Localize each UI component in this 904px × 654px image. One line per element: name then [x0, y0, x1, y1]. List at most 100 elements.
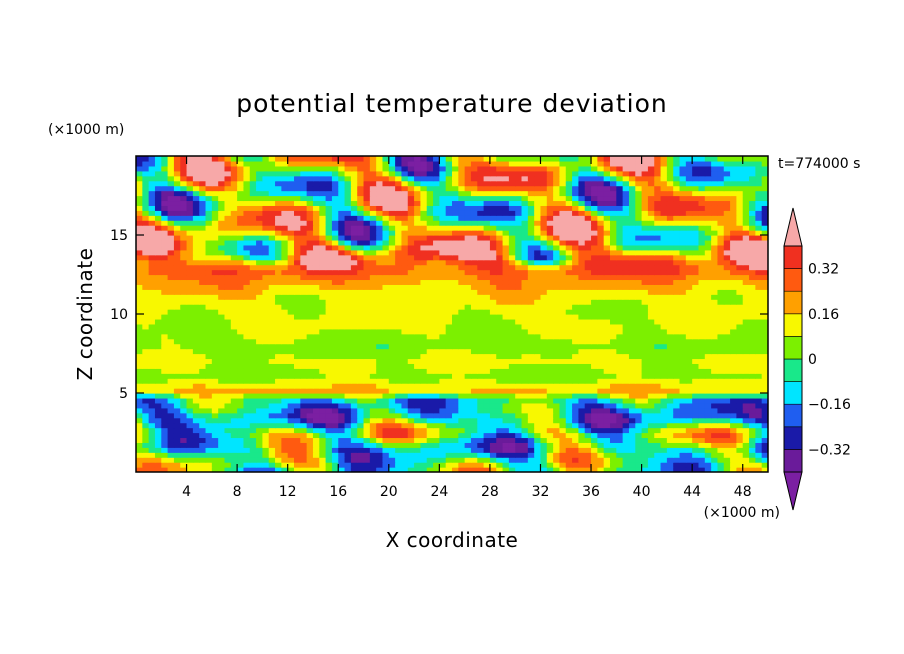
heatmap-cell — [338, 393, 346, 399]
heatmap-cell — [312, 378, 320, 384]
heatmap-cell — [610, 422, 617, 429]
heatmap-cell — [199, 417, 207, 424]
heatmap-cell — [521, 402, 529, 409]
heatmap-cell — [502, 412, 510, 419]
heatmap-cell — [256, 452, 263, 458]
heatmap-cell — [180, 363, 188, 369]
heatmap-cell — [711, 254, 719, 261]
heatmap-cell — [376, 427, 384, 434]
heatmap-cell — [426, 437, 434, 443]
heatmap-cell — [211, 412, 219, 419]
heatmap-cell — [502, 368, 510, 374]
heatmap-cell — [281, 447, 289, 453]
heatmap-cell — [572, 462, 579, 468]
heatmap-cell — [414, 230, 421, 236]
heatmap-cell — [546, 343, 554, 350]
heatmap-cell — [306, 304, 314, 310]
heatmap-cell — [199, 289, 207, 295]
heatmap-cell — [666, 244, 674, 251]
heatmap-cell — [180, 269, 188, 276]
heatmap-cell — [401, 388, 409, 394]
heatmap-cell — [508, 328, 516, 335]
heatmap-cell — [167, 284, 175, 290]
heatmap-cell — [540, 412, 548, 419]
heatmap-cell — [654, 269, 662, 276]
heatmap-cell — [477, 432, 485, 439]
heatmap-cell — [679, 314, 687, 320]
heatmap-cell — [173, 294, 181, 300]
heatmap-cell — [673, 407, 681, 414]
heatmap-cell — [717, 452, 725, 458]
heatmap-cell — [167, 437, 175, 443]
heatmap-cell — [692, 432, 700, 439]
heatmap-cell — [186, 225, 194, 231]
heatmap-cell — [584, 447, 592, 453]
heatmap-cell — [515, 348, 523, 355]
heatmap-cell — [401, 318, 409, 325]
heatmap-cell — [256, 432, 263, 439]
heatmap-cell — [641, 269, 649, 276]
heatmap-cell — [685, 328, 693, 335]
heatmap-cell — [458, 388, 466, 394]
heatmap-cell — [749, 264, 756, 271]
heatmap-cell — [521, 269, 529, 276]
heatmap-cell — [287, 437, 295, 443]
heatmap-cell — [300, 348, 308, 355]
heatmap-cell — [237, 333, 245, 340]
heatmap-cell — [692, 348, 700, 355]
heatmap-cell — [173, 304, 181, 310]
heatmap-cell — [761, 274, 768, 281]
heatmap-cell — [483, 393, 491, 399]
heatmap-cell — [679, 402, 687, 409]
heatmap-cell — [489, 432, 497, 439]
heatmap-cell — [154, 373, 162, 379]
heatmap-cell — [300, 333, 308, 340]
heatmap-cell — [312, 338, 320, 345]
heatmap-cell — [445, 323, 453, 330]
heatmap-cell — [388, 309, 396, 315]
heatmap-cell — [262, 437, 270, 443]
heatmap-cell — [717, 259, 725, 266]
heatmap-cell — [338, 225, 346, 231]
heatmap-cell — [268, 259, 276, 266]
heatmap-cell — [723, 269, 731, 276]
heatmap-cell — [489, 412, 497, 419]
heatmap-cell — [136, 323, 143, 330]
heatmap-cell — [591, 393, 598, 399]
heatmap-cell — [256, 230, 263, 236]
heatmap-cell — [698, 348, 706, 355]
heatmap-cell — [173, 299, 181, 305]
heatmap-cell — [376, 259, 384, 266]
heatmap-cell — [388, 299, 396, 305]
heatmap-cell — [275, 368, 282, 374]
heatmap-cell — [736, 437, 744, 443]
heatmap-cell — [319, 432, 327, 439]
heatmap-cell — [230, 348, 238, 355]
heatmap-cell — [142, 235, 150, 241]
heatmap-cell — [218, 294, 226, 300]
heatmap-cell — [742, 358, 750, 364]
heatmap-cell — [205, 264, 213, 271]
heatmap-cell — [603, 338, 611, 345]
heatmap-cell — [635, 393, 643, 399]
heatmap-cell — [211, 244, 219, 251]
heatmap-cell — [534, 249, 542, 256]
heatmap-cell — [730, 249, 737, 256]
heatmap-cell — [540, 328, 548, 335]
heatmap-cell — [338, 259, 346, 266]
heatmap-cell — [148, 244, 156, 251]
heatmap-cell — [357, 284, 365, 290]
heatmap-cell — [616, 388, 624, 394]
heatmap-cell — [262, 304, 270, 310]
heatmap-cell — [685, 383, 693, 389]
heatmap-cell — [761, 279, 768, 285]
heatmap-cell — [148, 378, 156, 384]
heatmap-cell — [508, 314, 516, 320]
heatmap-cell — [452, 353, 459, 360]
heatmap-cell — [312, 249, 320, 256]
heatmap-cell — [414, 338, 421, 345]
heatmap-cell — [534, 467, 542, 472]
heatmap-cell — [275, 333, 282, 340]
heatmap-cell — [515, 299, 523, 305]
heatmap-cell — [148, 284, 156, 290]
